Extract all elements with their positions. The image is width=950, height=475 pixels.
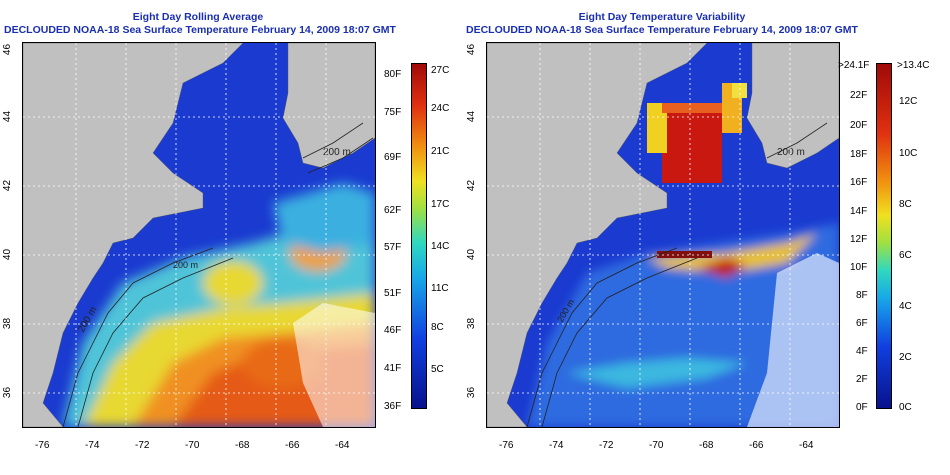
cb-f-label: 12F [850, 234, 868, 245]
lat-label-42: 42 [2, 179, 14, 192]
lon-label--76: -76 [35, 440, 50, 451]
cb-f-label: 62F [384, 205, 402, 216]
contour-label-2: 200 m [777, 147, 805, 158]
cb-c-label: >13.4C [897, 60, 930, 71]
isobath-contours [526, 122, 828, 427]
cb-c-label: 6C [899, 250, 912, 261]
gulf-of-maine-anomaly [647, 83, 747, 183]
left-title-line2: DECLOUDED NOAA-18 Sea Surface Temperatur… [4, 24, 396, 36]
lon-label--70: -70 [185, 440, 200, 451]
cb-f-label: 6F [856, 318, 868, 329]
lat-label-36: 36 [466, 386, 478, 399]
cb-f-label: 10F [850, 262, 868, 273]
cb-f-label: 16F [850, 177, 868, 188]
lon-label--68: -68 [235, 440, 250, 451]
right-title-line2: DECLOUDED NOAA-18 Sea Surface Temperatur… [466, 24, 858, 36]
lon-label--66: -66 [285, 440, 300, 451]
lat-label-40: 40 [2, 248, 14, 261]
graticule [487, 43, 839, 427]
right-variability-map: 200 m 200 m [486, 42, 840, 428]
cb-f-label: 8F [856, 290, 868, 301]
cb-f-label: 41F [384, 363, 402, 374]
cb-f-label: 4F [856, 346, 868, 357]
cb-f-label: 14F [850, 206, 868, 217]
contour-label-3: 200 m [323, 147, 351, 158]
lon-label--64: -64 [799, 440, 814, 451]
lon-label--74: -74 [549, 440, 564, 451]
cb-c-label: 2C [899, 352, 912, 363]
cb-f-label: 18F [850, 149, 868, 160]
cb-c-label: 8C [431, 322, 444, 333]
cb-f-label: >24.1F [838, 60, 870, 71]
lon-label--68: -68 [699, 440, 714, 451]
cb-f-label: 57F [384, 242, 402, 253]
ridge-anomaly [657, 251, 712, 258]
lat-label-46: 46 [466, 43, 478, 56]
contour-label-2: 200 m [173, 260, 198, 270]
graticule [23, 43, 375, 427]
lat-label-36: 36 [2, 386, 14, 399]
right-map-svg: 200 m 200 m [487, 43, 839, 427]
isobath-contours [62, 122, 374, 427]
lon-label--76: -76 [499, 440, 514, 451]
cb-f-label: 2F [856, 374, 868, 385]
cb-c-label: 12C [899, 96, 918, 107]
right-colorbar [876, 63, 892, 409]
left-title-line1: Eight Day Rolling Average [132, 11, 264, 23]
cb-f-label: 51F [384, 288, 402, 299]
cb-f-label: 36F [384, 401, 402, 412]
land-masses [487, 43, 839, 427]
right-title-line1: Eight Day Temperature Variability [578, 11, 746, 23]
cb-f-label: 69F [384, 152, 402, 163]
left-sst-map: 200 m 200 m 200 m [22, 42, 376, 428]
cb-c-label: 24C [431, 103, 450, 114]
cb-c-label: 11C [431, 283, 449, 294]
cb-c-label: 8C [899, 199, 912, 210]
variability-patterns [527, 223, 839, 427]
lat-label-38: 38 [466, 317, 478, 330]
cb-c-label: 27C [431, 65, 450, 76]
lon-label--72: -72 [599, 440, 614, 451]
lon-label--74: -74 [85, 440, 100, 451]
cb-f-label: 20F [850, 120, 868, 131]
cb-f-label: 75F [384, 107, 402, 118]
cb-c-label: 17C [431, 199, 450, 210]
cb-c-label: 21C [431, 146, 450, 157]
cb-c-label: 5C [431, 364, 444, 375]
cb-f-label: 46F [384, 325, 402, 336]
lat-label-44: 44 [466, 110, 478, 123]
lat-label-44: 44 [2, 110, 14, 123]
cb-c-label: 14C [431, 241, 450, 252]
lon-label--64: -64 [335, 440, 350, 451]
lon-label--66: -66 [749, 440, 764, 451]
lat-label-42: 42 [466, 179, 478, 192]
lat-label-38: 38 [2, 317, 14, 330]
left-colorbar [411, 63, 427, 409]
cb-f-label: 80F [384, 69, 402, 80]
land-masses [23, 43, 375, 427]
lat-label-46: 46 [2, 43, 14, 56]
lon-label--72: -72 [135, 440, 150, 451]
cb-c-label: 10C [899, 148, 918, 159]
lon-label--70: -70 [649, 440, 664, 451]
cb-c-label: 0C [899, 402, 912, 413]
cb-f-label: 22F [850, 90, 868, 101]
cb-c-label: 4C [899, 301, 912, 312]
lat-label-40: 40 [466, 248, 478, 261]
left-map-svg: 200 m 200 m 200 m [23, 43, 375, 427]
cb-f-label: 0F [856, 402, 868, 413]
